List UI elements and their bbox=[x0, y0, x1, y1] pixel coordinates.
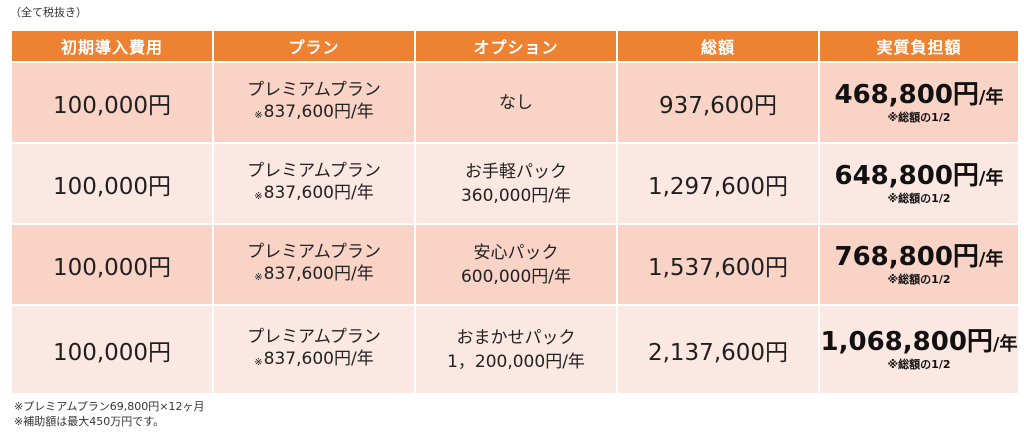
plan-price: ※837,600円/年 bbox=[214, 101, 414, 127]
real-cost-cell: 768,800円/年 ※総額の1/2 bbox=[820, 225, 1018, 304]
option-name: おまかせパック bbox=[456, 327, 576, 348]
option-price: 1，200,000円/年 bbox=[447, 351, 585, 372]
plan-name: プレミアムプラン bbox=[247, 160, 381, 181]
total-cell: 1,537,600円 bbox=[618, 225, 818, 304]
initial-cost-cell: 100,000円 bbox=[12, 144, 212, 223]
real-cost-amount: 1,068,800円 bbox=[820, 327, 993, 357]
initial-cost-cell: 100,000円 bbox=[12, 306, 212, 393]
option-cell: 安心パック 600,000円/年 bbox=[416, 225, 616, 304]
total-cell: 937,600円 bbox=[618, 63, 818, 142]
option-name: なし bbox=[499, 92, 533, 113]
plan-price-value: 837,600円/年 bbox=[263, 101, 374, 122]
plan-price-mark: ※ bbox=[254, 356, 263, 368]
real-cost-cell: 1,068,800円/年 ※総額の1/2 bbox=[820, 306, 1018, 393]
plan-name: プレミアムプラン bbox=[247, 241, 381, 262]
initial-cost-value: 100,000円 bbox=[52, 254, 172, 281]
total-cell: 2,137,600円 bbox=[618, 306, 818, 393]
footnote-subsidy: ※補助額は最大450万円です。 bbox=[14, 415, 165, 428]
real-cost-cell: 468,800円/年 ※総額の1/2 bbox=[820, 63, 1018, 142]
plan-price-value: 837,600円/年 bbox=[263, 348, 374, 369]
option-cell: なし bbox=[416, 63, 616, 142]
plan-cell: プレミアムプラン ※837,600円/年 bbox=[214, 63, 414, 142]
table-row: 100,000円 プレミアムプラン ※837,600円/年 おまかせパック 1，… bbox=[12, 306, 1018, 393]
plan-price-mark: ※ bbox=[254, 271, 263, 283]
table-row: 100,000円 プレミアムプラン ※837,600円/年 安心パック 600,… bbox=[12, 225, 1018, 304]
option-name: 安心パック bbox=[473, 242, 559, 263]
initial-cost-value: 100,000円 bbox=[52, 339, 172, 366]
real-cost-amount: 648,800円 bbox=[834, 161, 979, 191]
table-header-row: 初期導入費用 プラン オプション 総額 実質負担額 bbox=[12, 31, 1018, 61]
plan-name: プレミアムプラン bbox=[247, 326, 381, 347]
plan-price: ※837,600円/年 bbox=[214, 348, 414, 374]
real-cost-unit: /年 bbox=[978, 87, 1004, 108]
real-cost-amount: 768,800円 bbox=[834, 242, 979, 272]
initial-cost-value: 100,000円 bbox=[52, 173, 172, 200]
real-cost-amount: 468,800円 bbox=[834, 80, 979, 110]
option-cell: おまかせパック 1，200,000円/年 bbox=[416, 306, 616, 393]
real-cost-unit: /年 bbox=[978, 168, 1004, 189]
plan-price-mark: ※ bbox=[254, 190, 263, 202]
total-value: 937,600円 bbox=[658, 92, 778, 119]
option-price: 360,000円/年 bbox=[460, 185, 572, 206]
real-cost-note: ※総額の1/2 bbox=[887, 111, 951, 124]
initial-cost-value: 100,000円 bbox=[52, 92, 172, 119]
header-initial-cost: 初期導入費用 bbox=[12, 31, 212, 61]
plan-name: プレミアムプラン bbox=[247, 79, 381, 100]
initial-cost-cell: 100,000円 bbox=[12, 63, 212, 142]
real-cost-unit: /年 bbox=[978, 249, 1004, 270]
plan-price: ※837,600円/年 bbox=[214, 182, 414, 208]
footnote-plan: ※プレミアムプラン69,800円×12ヶ月 bbox=[14, 400, 205, 413]
plan-price-value: 837,600円/年 bbox=[263, 263, 374, 284]
total-value: 1,537,600円 bbox=[647, 254, 789, 281]
table-row: 100,000円 プレミアムプラン ※837,600円/年 なし 937,600… bbox=[12, 63, 1018, 142]
real-cost-note: ※総額の1/2 bbox=[887, 358, 951, 371]
header-plan: プラン bbox=[214, 31, 414, 61]
total-cell: 1,297,600円 bbox=[618, 144, 818, 223]
total-value: 1,297,600円 bbox=[647, 173, 789, 200]
real-cost-note: ※総額の1/2 bbox=[887, 192, 951, 205]
pricing-table: 初期導入費用 プラン オプション 総額 実質負担額 100,000円 プレミアム… bbox=[10, 29, 1020, 395]
plan-cell: プレミアムプラン ※837,600円/年 bbox=[214, 144, 414, 223]
plan-price: ※837,600円/年 bbox=[214, 263, 414, 289]
option-cell: お手軽パック 360,000円/年 bbox=[416, 144, 616, 223]
header-option: オプション bbox=[416, 31, 616, 61]
plan-cell: プレミアムプラン ※837,600円/年 bbox=[214, 225, 414, 304]
option-name: お手軽パック bbox=[465, 161, 567, 182]
header-total: 総額 bbox=[618, 31, 818, 61]
plan-price-value: 837,600円/年 bbox=[263, 182, 374, 203]
table-row: 100,000円 プレミアムプラン ※837,600円/年 お手軽パック 360… bbox=[12, 144, 1018, 223]
total-value: 2,137,600円 bbox=[647, 339, 789, 366]
plan-cell: プレミアムプラン ※837,600円/年 bbox=[214, 306, 414, 393]
tax-note: （全て税抜き） bbox=[10, 6, 87, 19]
real-cost-unit: /年 bbox=[992, 334, 1018, 355]
plan-price-mark: ※ bbox=[254, 109, 263, 121]
real-cost-note: ※総額の1/2 bbox=[887, 273, 951, 286]
header-real-cost: 実質負担額 bbox=[820, 31, 1018, 61]
real-cost-cell: 648,800円/年 ※総額の1/2 bbox=[820, 144, 1018, 223]
option-price: 600,000円/年 bbox=[460, 266, 572, 287]
initial-cost-cell: 100,000円 bbox=[12, 225, 212, 304]
